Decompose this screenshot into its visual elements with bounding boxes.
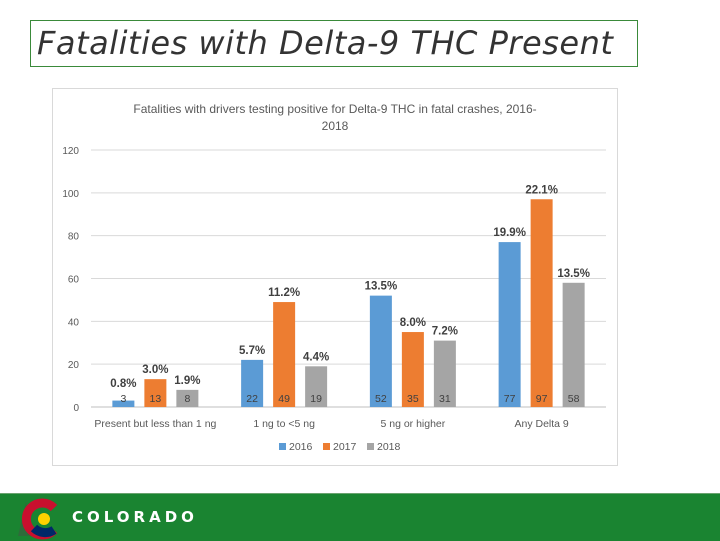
y-tick-label: 80 [68, 232, 80, 243]
legend-swatch [323, 443, 330, 450]
y-tick-label: 60 [68, 275, 80, 286]
bar-value-label: 97 [536, 393, 548, 405]
legend-swatch [279, 443, 286, 450]
percent-label: 7.2% [432, 326, 458, 338]
legend-swatch [367, 443, 374, 450]
bar-2016 [112, 400, 135, 407]
percent-label: 8.0% [400, 317, 426, 329]
bar-2018 [176, 389, 199, 407]
bar-value-label: 52 [375, 393, 387, 405]
percent-label: 1.9% [174, 375, 200, 387]
percent-label: 4.4% [303, 351, 329, 363]
x-tick-label: 1 ng to <5 ng [253, 418, 315, 430]
legend-label: 2018 [377, 441, 401, 453]
slide-title-text: Fatalities with Delta-9 THC Present [37, 24, 614, 62]
bar-value-label: 22 [246, 393, 258, 405]
bar-2017 [530, 199, 553, 407]
x-tick-label: 5 ng or higher [380, 418, 445, 430]
chart-title: Fatalities with drivers testing positive… [133, 102, 536, 116]
bar-value-label: 35 [407, 393, 419, 405]
bar-2018 [433, 340, 456, 407]
y-tick-label: 0 [73, 403, 79, 414]
percent-label: 13.5% [365, 281, 398, 293]
bar-2017 [144, 379, 167, 407]
y-tick-label: 120 [62, 146, 79, 157]
bar-value-label: 8 [184, 393, 190, 405]
legend-label: 2016 [289, 441, 313, 453]
bar-2016 [241, 359, 264, 407]
percent-label: 13.5% [557, 268, 590, 280]
bar-2018 [562, 282, 585, 407]
legend-label: 2017 [333, 441, 357, 453]
chart: Fatalities with drivers testing positive… [52, 88, 618, 466]
y-tick-label: 20 [68, 360, 80, 371]
colorado-logo-icon [18, 498, 58, 540]
percent-label: 11.2% [268, 287, 300, 299]
bar-value-label: 13 [150, 393, 162, 405]
bar-value-label: 19 [310, 393, 322, 405]
bar-value-label: 31 [439, 393, 451, 405]
footer-brand: COLORADO [72, 508, 198, 526]
percent-label: 5.7% [239, 345, 265, 357]
percent-label: 3.0% [142, 364, 168, 376]
x-tick-label: Present but less than 1 ng [94, 418, 216, 430]
bar-2017 [273, 302, 296, 407]
y-tick-label: 40 [68, 317, 80, 328]
percent-label: 0.8% [110, 378, 136, 390]
chart-svg: Fatalities with drivers testing positive… [62, 102, 606, 453]
bar-value-label: 49 [278, 393, 290, 405]
bar-value-label: 77 [504, 393, 516, 405]
x-tick-label: Any Delta 9 [514, 418, 568, 430]
percent-label: 22.1% [525, 184, 558, 196]
bar-value-label: 58 [568, 393, 580, 405]
bar-2018 [305, 366, 328, 407]
chart-title: 2018 [322, 119, 349, 133]
y-tick-label: 100 [62, 189, 79, 200]
bar-2016 [498, 242, 521, 407]
footer: COLORADO [0, 493, 720, 541]
bar-2016 [369, 295, 392, 407]
percent-label: 19.9% [493, 227, 526, 239]
slide-title: Fatalities with Delta-9 THC Present [30, 20, 638, 67]
bar-value-label: 3 [120, 393, 126, 405]
bar-2017 [401, 332, 424, 407]
